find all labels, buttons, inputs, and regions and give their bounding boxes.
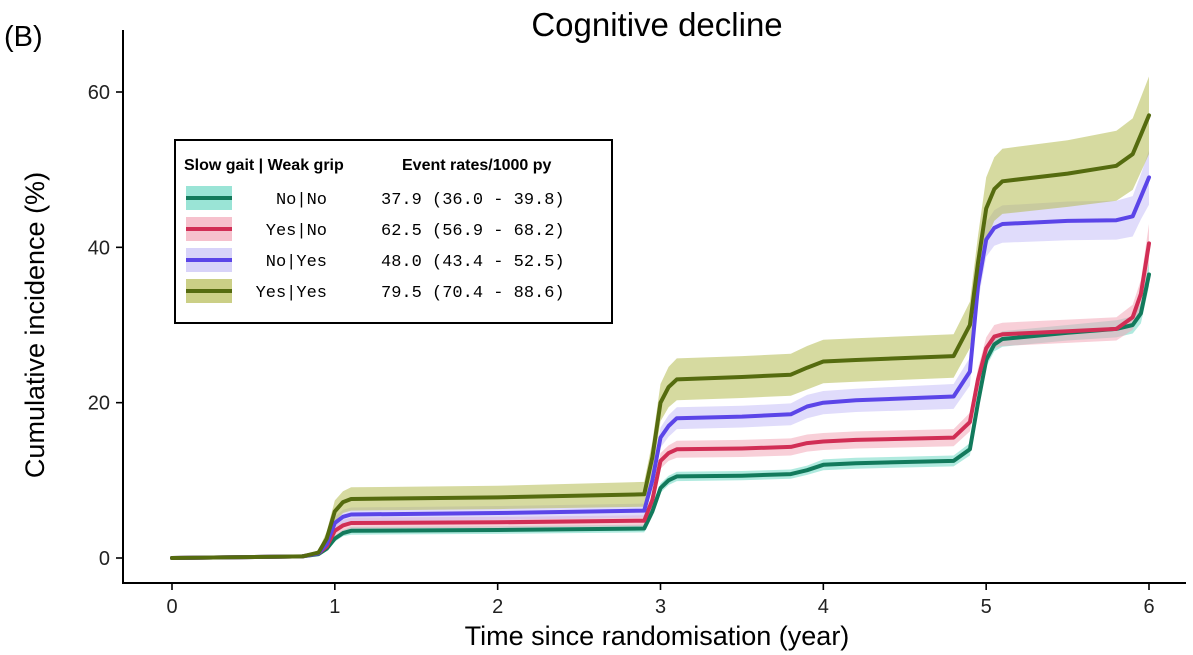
y-tick-label: 0	[99, 548, 110, 570]
y-tick-label: 40	[88, 237, 110, 259]
y-tick-label: 60	[88, 82, 110, 104]
legend-rate-label: 37.9 (36.0 - 39.8)	[381, 191, 565, 210]
legend-group-label: Yes|No	[266, 222, 327, 241]
legend-rate-label: 48.0 (43.4 - 52.5)	[381, 253, 565, 272]
legend-rate-label: 79.5 (70.4 - 88.6)	[381, 284, 565, 303]
x-tick-label: 4	[818, 596, 829, 618]
legend-box	[174, 139, 613, 324]
legend-group-label: No|No	[276, 191, 327, 210]
x-tick-label: 0	[166, 596, 177, 618]
legend: Slow gait | Weak grip Event rates/1000 p…	[174, 139, 613, 324]
series-line-1	[170, 241, 1151, 560]
legend-header-rates: Event rates/1000 py	[402, 157, 552, 174]
y-axis-title: Cumulative incidence (%)	[20, 172, 50, 478]
x-axis-title: Time since randomisation (year)	[465, 621, 850, 651]
legend-rows: No|No 37.9 (36.0 - 39.8) Yes|No 62.5 (56.9 …	[186, 186, 565, 303]
series-line-3	[170, 113, 1151, 560]
x-tick-label: 3	[655, 596, 666, 618]
series-lines	[170, 113, 1151, 560]
series-line-0	[170, 272, 1151, 560]
series-line-2	[170, 175, 1151, 560]
y-axis-ticks: 0 20 40 60	[88, 82, 123, 570]
x-axis-ticks: 0 1 2 3 4 5 6	[166, 583, 1155, 618]
legend-header-group: Slow gait | Weak grip	[184, 157, 344, 174]
legend-rate-label: 62.5 (56.9 - 68.2)	[381, 222, 565, 241]
panel-label: (B)	[4, 21, 43, 53]
legend-group-label: Yes|Yes	[256, 284, 327, 303]
x-tick-label: 2	[492, 596, 503, 618]
x-tick-label: 5	[981, 596, 992, 618]
x-tick-label: 1	[329, 596, 340, 618]
chart-title: Cognitive decline	[531, 6, 782, 43]
y-tick-label: 20	[88, 393, 110, 415]
legend-group-label: No|Yes	[266, 253, 327, 272]
x-tick-label: 6	[1143, 596, 1154, 618]
